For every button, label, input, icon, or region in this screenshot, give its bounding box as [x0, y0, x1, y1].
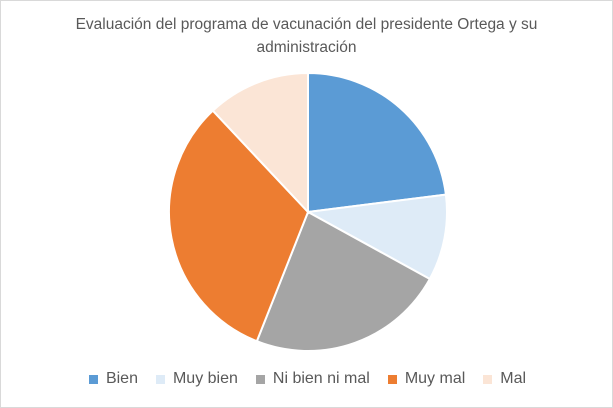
pie-slice-bien — [307, 71, 448, 214]
pie-slice-mal — [211, 71, 309, 215]
legend-label-ni-bien-ni-mal: Ni bien ni mal — [272, 370, 370, 387]
legend-swatch-mal — [483, 374, 493, 384]
legend-item-muy-mal: Muy mal — [387, 370, 466, 388]
legend-label-mal: Mal — [500, 370, 527, 387]
pie-slice-muy-bien — [304, 193, 448, 281]
pie-slice-muy-mal — [168, 109, 310, 343]
legend-swatch-muy-mal — [387, 374, 397, 384]
legend-item-muy-bien: Muy bien — [155, 370, 238, 388]
legend-item-mal: Mal — [483, 370, 526, 388]
legend-label-bien: Bien — [105, 370, 138, 387]
legend-label-muy-mal: Muy mal — [404, 370, 466, 387]
chart-title: Evaluación del programa de vacunación de… — [75, 16, 538, 56]
legend-item-bien: Bien — [88, 370, 138, 388]
legend-swatch-muy-bien — [155, 374, 165, 384]
legend-swatch-bien — [88, 374, 98, 384]
legend-item-ni-bien-ni-mal: Ni bien ni mal — [255, 370, 370, 388]
chart-legend: Bien Muy bien Ni bien ni mal Muy mal Mal — [1, 370, 613, 388]
legend-swatch-ni-bien-ni-mal — [255, 374, 265, 384]
pie-slice-ni-bien-ni-mal — [255, 210, 432, 352]
legend-label-muy-bien: Muy bien — [172, 370, 238, 387]
